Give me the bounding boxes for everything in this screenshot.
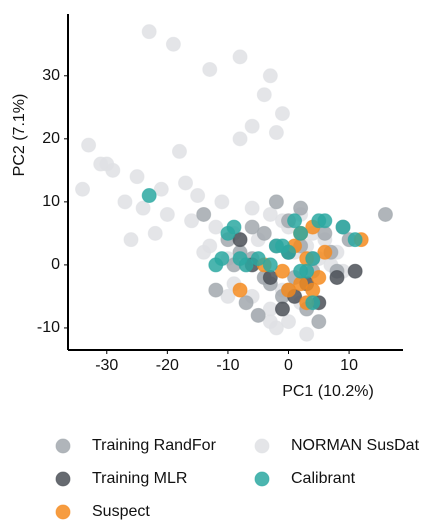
x-tick-label: -10 — [216, 357, 239, 374]
point — [335, 219, 351, 235]
point — [105, 162, 121, 178]
point — [202, 238, 218, 254]
point — [81, 137, 97, 153]
point — [196, 206, 212, 222]
legend-marker — [55, 471, 71, 487]
point — [171, 143, 187, 159]
legend-label: Training MLR — [92, 470, 187, 487]
point — [141, 188, 157, 204]
point — [244, 219, 260, 235]
legend-marker — [55, 504, 71, 520]
point — [311, 270, 327, 286]
point — [93, 156, 109, 172]
point — [293, 276, 309, 292]
point — [281, 282, 297, 298]
point — [274, 301, 290, 317]
point — [256, 225, 272, 241]
point — [208, 282, 224, 298]
x-tick-label: -20 — [156, 357, 179, 374]
point — [281, 314, 297, 330]
point — [268, 125, 284, 141]
point — [178, 175, 194, 191]
point — [305, 251, 321, 267]
point — [329, 270, 345, 286]
point — [347, 232, 363, 248]
legend-label: Calibrant — [291, 470, 356, 487]
point — [190, 188, 206, 204]
x-axis-label: PC1 (10.2%) — [282, 383, 374, 400]
y-tick-label: 0 — [51, 256, 60, 273]
point — [232, 49, 248, 65]
point — [129, 169, 145, 185]
point — [293, 263, 309, 279]
y-tick-label: 20 — [42, 130, 60, 147]
x-tick-label: -30 — [95, 357, 118, 374]
point — [75, 181, 91, 197]
point — [377, 206, 393, 222]
point — [274, 106, 290, 122]
point — [159, 206, 175, 222]
point — [262, 206, 278, 222]
point — [293, 200, 309, 216]
point — [238, 295, 254, 311]
point — [147, 225, 163, 241]
point — [305, 295, 321, 311]
point — [281, 244, 297, 260]
point — [287, 213, 303, 229]
point — [347, 263, 363, 279]
legend-marker — [55, 438, 71, 454]
point — [214, 194, 230, 210]
legend-label: Training RandFor — [92, 437, 217, 454]
legend-label: NORMAN SusDat — [291, 437, 420, 454]
point — [202, 61, 218, 77]
point — [220, 288, 236, 304]
point — [250, 251, 266, 267]
point — [244, 200, 260, 216]
legend-marker — [254, 438, 270, 454]
point — [274, 263, 290, 279]
point — [317, 213, 333, 229]
point — [232, 131, 248, 147]
point — [262, 257, 278, 273]
y-tick-label: 30 — [42, 67, 60, 84]
x-tick-label: 10 — [340, 357, 358, 374]
point — [123, 232, 139, 248]
point — [117, 194, 133, 210]
point — [208, 219, 224, 235]
point — [153, 181, 169, 197]
point — [268, 194, 284, 210]
point — [299, 326, 315, 342]
point — [250, 307, 266, 323]
point — [262, 68, 278, 84]
point — [238, 257, 254, 273]
point — [232, 282, 248, 298]
point — [268, 320, 284, 336]
point — [184, 213, 200, 229]
y-tick-label: 10 — [42, 193, 60, 210]
point — [317, 244, 333, 260]
point — [244, 118, 260, 134]
point — [256, 87, 272, 103]
y-axis-label: PC2 (7.1%) — [11, 94, 28, 177]
legend-marker — [254, 471, 270, 487]
point — [214, 251, 230, 267]
point — [232, 232, 248, 248]
x-tick-label: 0 — [284, 357, 293, 374]
legend-label: Suspect — [92, 503, 150, 520]
point — [165, 36, 181, 52]
point — [135, 200, 151, 216]
point — [293, 225, 309, 241]
point — [311, 314, 327, 330]
point — [226, 219, 242, 235]
y-tick-label: -10 — [37, 319, 60, 336]
point — [268, 238, 284, 254]
point — [141, 24, 157, 40]
